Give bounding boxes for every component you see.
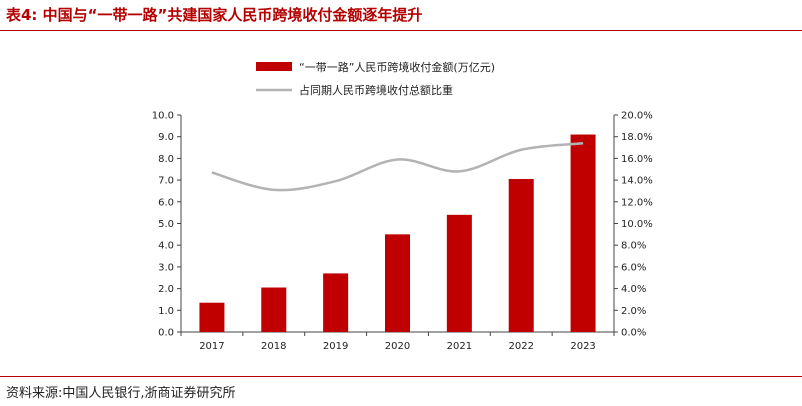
y-tick-label-right: 14.0%	[621, 176, 653, 187]
source-divider	[0, 376, 802, 377]
x-tick-label: 2017	[199, 341, 224, 352]
bar-2019	[323, 273, 349, 332]
y-tick-label-left: 8.0	[158, 154, 174, 165]
bar-2017	[199, 302, 225, 332]
legend-line-label: 占同期人民币跨境收付总额比重	[299, 83, 453, 97]
legend: “一带一路”人民币跨境收付金额(万亿元) 占同期人民币跨境收付总额比重	[256, 60, 495, 97]
y-tick-label-right: 12.0%	[621, 197, 653, 208]
y-tick-label-right: 6.0%	[621, 262, 646, 273]
y-tick-label-left: 4.0	[158, 241, 174, 252]
axes: 0.0 1.0 2.0 3.0 4.0 5.0 6.0 7.0 8.0 9.0 10.0 0.0% 2.…	[152, 111, 653, 353]
y-tick-label-right: 8.0%	[621, 241, 646, 252]
x-tick-label: 2018	[261, 341, 286, 352]
y-tick-label-right: 16.0%	[621, 154, 653, 165]
legend-bar-swatch	[256, 62, 292, 71]
x-tick-label: 2021	[447, 341, 472, 352]
y-tick-label-right: 18.0%	[621, 132, 653, 143]
y-tick-label-left: 10.0	[152, 111, 174, 122]
y-tick-label-left: 3.0	[158, 262, 174, 273]
y-tick-label-right: 10.0%	[621, 219, 653, 230]
y-tick-label-right: 4.0%	[621, 284, 646, 295]
bar-2023	[570, 134, 596, 332]
bar-2018	[261, 287, 287, 332]
line-series	[211, 141, 584, 192]
bar-series	[199, 134, 596, 332]
y-tick-label-left: 2.0	[158, 284, 174, 295]
y-tick-label-right: 0.0%	[621, 328, 646, 339]
y-tick-label-left: 9.0	[158, 132, 174, 143]
y-tick-label-left: 5.0	[158, 219, 174, 230]
y-tick-label-left: 1.0	[158, 306, 174, 317]
y-tick-label-right: 2.0%	[621, 306, 646, 317]
legend-bar-label: “一带一路”人民币跨境收付金额(万亿元)	[299, 60, 495, 74]
bar-2021	[446, 214, 472, 332]
x-tick-label: 2019	[323, 341, 348, 352]
x-tick-label: 2020	[385, 341, 410, 352]
y-tick-label-left: 7.0	[158, 176, 174, 187]
y-tick-label-right: 20.0%	[621, 111, 653, 122]
x-tick-label: 2023	[570, 341, 595, 352]
bar-2020	[385, 234, 410, 332]
chart-title: 表4: 中国与“一带一路”共建国家人民币跨境收付金额逐年提升	[6, 6, 423, 24]
y-tick-label-left: 6.0	[158, 197, 174, 208]
title-divider	[0, 30, 802, 31]
bar-2022	[508, 179, 534, 332]
source-note: 资料来源:中国人民银行,浙商证券研究所	[6, 386, 236, 401]
x-tick-label: 2022	[508, 341, 533, 352]
y-tick-label-left: 0.0	[158, 328, 174, 339]
